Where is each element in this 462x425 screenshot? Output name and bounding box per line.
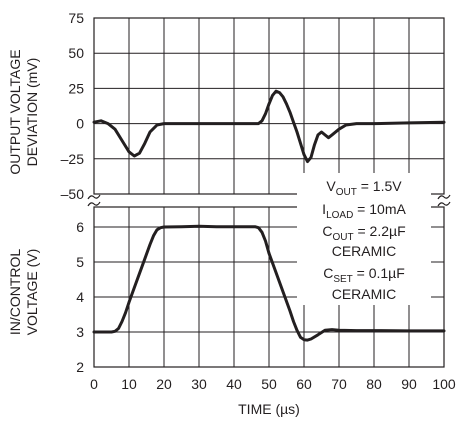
output-deviation-trace — [92, 89, 446, 164]
annotation-main: CERAMIC — [332, 286, 397, 302]
plot-frame-top — [93, 17, 445, 195]
y-axis-label-top: OUTPUT VOLTAGE DEVIATION (mV) — [7, 49, 40, 174]
x-tick-label: 40 — [226, 376, 242, 392]
y-tick-label-bottom: 5 — [76, 254, 84, 270]
annotation-rest: = 10mA — [353, 201, 406, 217]
axis-break-left-upper — [87, 194, 101, 200]
y-tick-label-top: –50 — [61, 186, 85, 202]
axis-break-gap-right — [438, 195, 450, 206]
label-layer: TIME (µs) OUTPUT VOLTAGE DEVIATION (mV) IN/… — [7, 49, 300, 417]
annotation-main: CERAMIC — [332, 243, 397, 259]
y-axis-label-top-line: OUTPUT VOLTAGE — [7, 49, 23, 174]
y-tick-label-top: 25 — [68, 80, 84, 96]
axis-break-left-lower — [87, 201, 101, 207]
annotation-subscript: OUT — [332, 232, 353, 243]
y-tick-label-top: 75 — [68, 10, 84, 26]
x-axis-label: TIME (µs) — [238, 401, 300, 417]
annotation-line: CSET = 0.1µF — [323, 265, 405, 285]
annotation-line: CERAMIC — [332, 243, 397, 259]
curve-layer — [92, 89, 446, 342]
x-tick-label: 20 — [156, 376, 172, 392]
frame-layer — [87, 17, 451, 368]
y-tick-label-top: –25 — [61, 151, 85, 167]
x-tick-label: 90 — [401, 376, 417, 392]
annotation-subscript: SET — [333, 274, 352, 285]
y-tick-label-bottom: 2 — [76, 359, 84, 375]
annotation-line: VOUT = 1.5V — [326, 178, 402, 198]
annotation-subscript: LOAD — [326, 210, 353, 221]
axis-break-right-upper — [437, 194, 451, 200]
x-tick-label: 10 — [121, 376, 137, 392]
y-axis-label-top-line: DEVIATION (mV) — [24, 58, 40, 167]
y-tick-label-bottom: 3 — [76, 324, 84, 340]
x-tick-label: 0 — [90, 376, 98, 392]
x-tick-label: 100 — [432, 376, 456, 392]
x-tick-label: 70 — [331, 376, 347, 392]
x-tick-label: 60 — [296, 376, 312, 392]
annotation-main: I — [322, 201, 326, 217]
y-axis-label-bottom-line: IN/CONTROL — [7, 249, 23, 336]
annotation-rest: = 0.1µF — [353, 265, 405, 281]
annotation-main: V — [326, 178, 336, 194]
y-axis-label-bottom-line: VOLTAGE (V) — [24, 249, 40, 336]
control-voltage-trace — [92, 224, 446, 342]
axis-break-gap-left — [88, 195, 100, 206]
y-tick-label-bottom: 4 — [76, 289, 84, 305]
annotation-rest: = 2.2µF — [354, 223, 406, 239]
axis-break-right-lower — [437, 201, 451, 207]
annotation-main: C — [322, 223, 332, 239]
annotation-line: ILOAD = 10mA — [322, 201, 406, 221]
x-tick-label: 30 — [191, 376, 207, 392]
y-tick-label-top: 50 — [68, 45, 84, 61]
annotation-line: COUT = 2.2µF — [322, 223, 405, 243]
y-axis-label-bottom: IN/CONTROL VOLTAGE (V) — [7, 249, 40, 336]
x-tick-label: 80 — [366, 376, 382, 392]
annotation-background — [297, 173, 431, 305]
annotation-subscript: OUT — [336, 187, 357, 198]
y-tick-label-bottom: 6 — [76, 219, 84, 235]
annotation-line: CERAMIC — [332, 286, 397, 302]
y-tick-label-top: 0 — [76, 116, 84, 132]
x-tick-label: 50 — [261, 376, 277, 392]
tick-layer: 0 10 20 30 40 50 60 70 80 90 100 75 50 25 0 –25 –50 6 5 4 3 2 — [61, 10, 456, 392]
annotation-rest: = 1.5V — [357, 178, 402, 194]
plot-frame-bottom — [93, 206, 445, 368]
annotation-main: C — [323, 265, 333, 281]
